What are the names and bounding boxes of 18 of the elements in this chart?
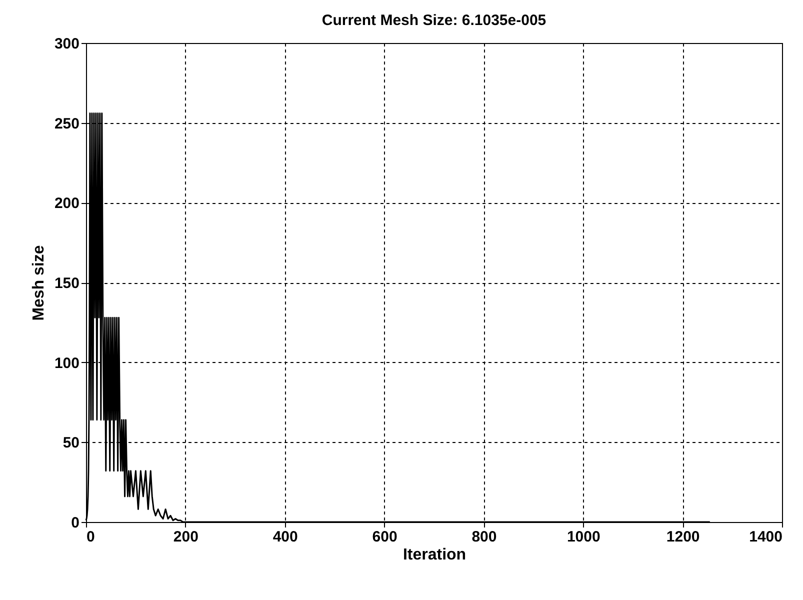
x-tick-label: 800 (472, 528, 497, 546)
x-tick-label: 200 (173, 528, 198, 546)
y-tick-label: 300 (54, 36, 80, 52)
y-tick-label: 200 (54, 195, 80, 212)
x-tick-label: 0 (86, 528, 95, 546)
y-axis-title: Mesh size (30, 245, 48, 321)
x-tick-label: 600 (372, 528, 398, 546)
x-tick-label: 400 (272, 528, 298, 546)
x-tick-label: 1000 (566, 528, 600, 546)
x-tick-label: 1400 (749, 528, 782, 546)
y-tick-label: 150 (54, 275, 80, 292)
y-tick-label: 0 (71, 514, 80, 532)
x-tick-label: 1200 (666, 528, 700, 546)
y-tick-label: 100 (54, 354, 80, 372)
y-tick-label: 50 (62, 434, 80, 452)
x-axis-title: Iteration (402, 546, 466, 564)
chart-title: Current Mesh Size: 6.1035e-005 (322, 12, 546, 29)
y-tick-label: 250 (54, 115, 80, 132)
